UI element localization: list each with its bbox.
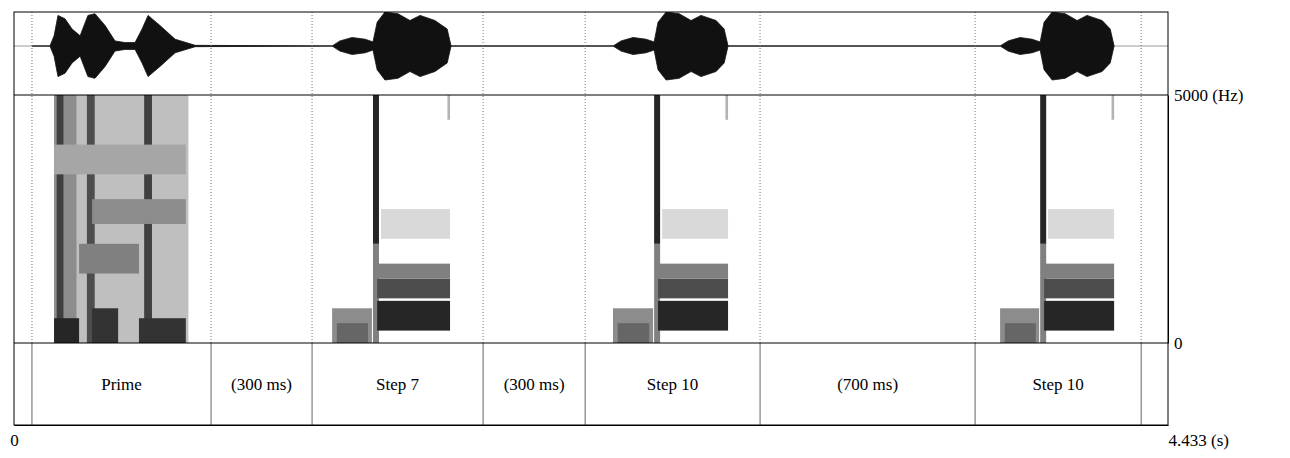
spectrogram-cell — [725, 95, 728, 120]
boundary-dotted — [1141, 12, 1142, 343]
spectrogram-cell — [1000, 308, 1039, 343]
boundary — [1141, 343, 1142, 425]
boundary — [312, 343, 313, 425]
y-tick: 5000 (Hz) — [1168, 86, 1243, 105]
spectrogram-cell — [618, 323, 649, 343]
x-axis: 0 4.433 (s) — [10, 425, 1229, 450]
spectrogram-cell — [54, 95, 188, 343]
boundary-dotted — [585, 12, 586, 343]
boundary-dotted — [211, 12, 212, 343]
spectrogram-cell — [1112, 95, 1115, 120]
x-tick: 0 — [10, 425, 19, 450]
y-axis: 0 5000 (Hz) — [1168, 86, 1243, 353]
spectrogram-cell — [92, 199, 186, 224]
boundaries — [32, 12, 1141, 425]
spectrogram-cell — [139, 318, 186, 343]
spectrogram-cell — [1044, 264, 1114, 279]
panel-separator — [14, 95, 1168, 96]
spectrogram-cell — [332, 308, 372, 343]
boundary — [31, 343, 32, 425]
tier-label: Step 7 — [376, 375, 419, 394]
spectrogram-cell — [662, 209, 728, 239]
spectrogram-group — [54, 95, 1114, 343]
waveform-group — [32, 12, 1114, 80]
x-tick-label: 0 — [10, 431, 19, 450]
boundary — [975, 343, 976, 425]
tier-label: Prime — [101, 375, 142, 394]
boundary-dotted — [483, 12, 484, 343]
tier-label: (300 ms) — [231, 375, 292, 394]
tier-label: (700 ms) — [837, 375, 898, 394]
spectrogram-cell — [613, 308, 653, 343]
spectrogram-cell — [373, 95, 379, 244]
spectrogram-cell — [377, 301, 450, 331]
spectrogram-cell — [54, 95, 76, 343]
x-axis-line — [15, 425, 1169, 426]
figure: Prime (300 ms) Step 7 (300 ms) Step 10 (700 m… — [0, 0, 1290, 458]
boundary-dotted — [31, 12, 32, 343]
spectrogram-cell — [1044, 279, 1114, 299]
spectrogram-cell — [54, 318, 79, 343]
spectrogram-cell — [447, 95, 450, 120]
spectrogram-cell — [1044, 301, 1114, 331]
x-tick-label: 4.433 (s) — [1169, 431, 1229, 450]
waveform — [32, 12, 1114, 80]
spectrogram-cell — [1048, 209, 1114, 239]
spectrogram-cell — [381, 209, 450, 239]
tier-labels: Prime (300 ms) Step 7 (300 ms) Step 10 (700 m… — [101, 375, 1084, 394]
x-tick: 4.433 (s) — [1169, 425, 1229, 450]
boundary — [211, 343, 212, 425]
spectrogram-cell — [92, 308, 118, 343]
tier-label: (300 ms) — [504, 375, 565, 394]
y-tick: 0 — [1168, 334, 1183, 353]
spectrogram-cell — [654, 95, 660, 244]
boundary — [483, 343, 484, 425]
spectrogram-cell — [1040, 95, 1046, 244]
boundary-dotted — [975, 12, 976, 343]
spectrogram-cell — [377, 279, 450, 299]
y-axis-line — [1168, 96, 1169, 344]
spectrogram-cell — [658, 264, 728, 279]
boundary — [585, 343, 586, 425]
panel-separator — [14, 343, 1168, 344]
boundary-dotted — [760, 12, 761, 343]
y-tick-label: 5000 (Hz) — [1174, 86, 1243, 105]
boundary-dotted — [312, 12, 313, 343]
spectrogram-cell — [1005, 323, 1036, 343]
spectrogram-cell — [57, 95, 64, 343]
spectrogram-cell — [377, 264, 450, 279]
spectrogram-cell — [337, 323, 368, 343]
tier-label: Step 10 — [1032, 375, 1083, 394]
y-tick-label: 0 — [1174, 334, 1183, 353]
spectrogram-cell — [79, 244, 139, 274]
spectrogram-cell — [54, 145, 186, 175]
spectrogram-cell — [658, 301, 728, 331]
tier-label: Step 10 — [647, 375, 698, 394]
boundary — [760, 343, 761, 425]
frame — [14, 12, 1168, 425]
spectrogram-cell — [658, 279, 728, 299]
